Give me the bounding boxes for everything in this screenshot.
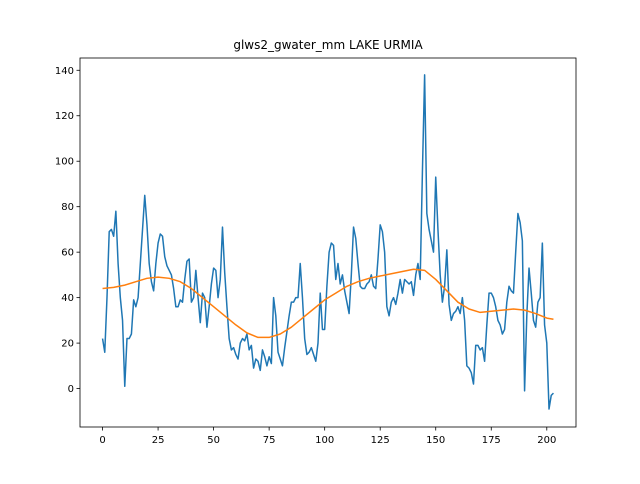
- y-tick-label: 0: [68, 384, 74, 395]
- x-tick-label: 125: [371, 435, 390, 446]
- x-tick-label: 75: [263, 435, 276, 446]
- x-tick-label: 200: [537, 435, 556, 446]
- y-tick-label: 140: [55, 66, 74, 77]
- x-tick-label: 50: [207, 435, 220, 446]
- y-tick-label: 60: [61, 248, 74, 259]
- chart-title: glws2_gwater_mm LAKE URMIA: [233, 38, 423, 52]
- y-tick-label: 40: [61, 293, 74, 304]
- x-tick-label: 150: [426, 435, 445, 446]
- line: [101, 74, 554, 410]
- x-tick-label: 0: [99, 435, 105, 446]
- x-tick-label: 175: [482, 435, 501, 446]
- plot-frame: [79, 57, 577, 428]
- y-tick-label: 20: [61, 339, 74, 350]
- y-tick-label: 120: [55, 111, 74, 122]
- y-tick-label: 80: [61, 202, 74, 213]
- x-tick-label: 100: [315, 435, 334, 446]
- y-tick-label: 100: [55, 157, 74, 168]
- x-tick-label: 25: [152, 435, 165, 446]
- line: [102, 268, 554, 339]
